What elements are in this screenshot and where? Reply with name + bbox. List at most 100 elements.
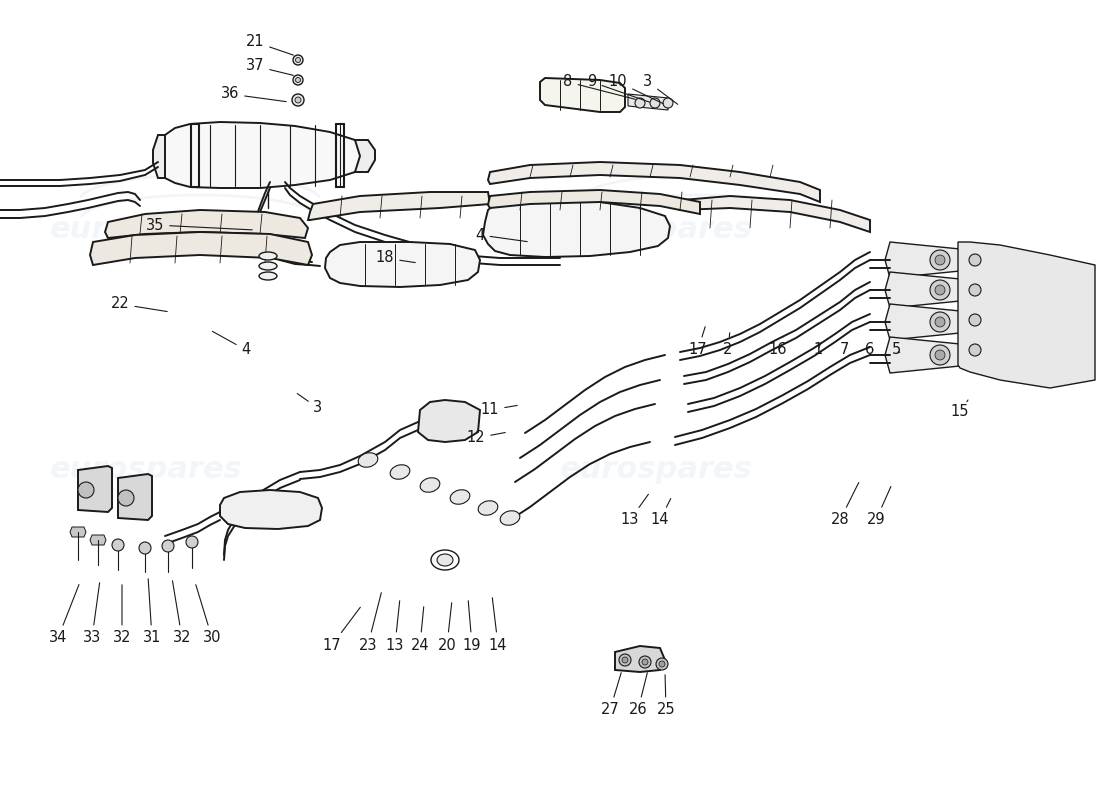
Circle shape <box>659 661 666 667</box>
Text: 9: 9 <box>587 74 649 102</box>
Text: 31: 31 <box>143 578 162 646</box>
Text: 4: 4 <box>212 331 251 358</box>
Polygon shape <box>90 232 312 265</box>
Polygon shape <box>615 646 666 672</box>
Text: 11: 11 <box>481 402 517 418</box>
Circle shape <box>642 659 648 665</box>
Text: 14: 14 <box>651 498 671 527</box>
Text: 22: 22 <box>111 297 167 311</box>
Circle shape <box>295 97 301 103</box>
Text: eurospares: eurospares <box>50 215 243 245</box>
Text: 14: 14 <box>488 598 507 653</box>
Text: 5: 5 <box>891 342 901 358</box>
Polygon shape <box>355 140 375 172</box>
Circle shape <box>293 55 303 65</box>
Ellipse shape <box>390 465 410 479</box>
Text: 26: 26 <box>629 673 647 718</box>
Polygon shape <box>886 242 970 278</box>
Text: 13: 13 <box>386 601 404 653</box>
Circle shape <box>650 98 660 108</box>
Polygon shape <box>90 535 106 545</box>
Circle shape <box>635 98 645 108</box>
Ellipse shape <box>258 262 277 270</box>
Ellipse shape <box>258 252 277 260</box>
Polygon shape <box>958 242 1094 388</box>
Text: 27: 27 <box>601 673 621 718</box>
Text: 36: 36 <box>221 86 286 102</box>
Circle shape <box>969 254 981 266</box>
Polygon shape <box>104 210 308 238</box>
Text: 2: 2 <box>724 333 733 358</box>
Text: 35: 35 <box>146 218 252 233</box>
Text: 28: 28 <box>830 482 859 527</box>
Polygon shape <box>886 337 970 373</box>
Text: 3: 3 <box>644 74 678 104</box>
Text: eurospares: eurospares <box>50 455 243 485</box>
Text: 3: 3 <box>297 394 322 415</box>
Circle shape <box>935 285 945 295</box>
Text: 25: 25 <box>657 674 675 718</box>
Circle shape <box>935 350 945 360</box>
Text: 17: 17 <box>689 326 707 358</box>
Polygon shape <box>488 162 820 202</box>
Circle shape <box>78 482 94 498</box>
Text: 33: 33 <box>82 582 101 646</box>
Ellipse shape <box>420 478 440 492</box>
Polygon shape <box>118 474 152 520</box>
Polygon shape <box>220 490 322 529</box>
Polygon shape <box>418 400 480 442</box>
Text: 30: 30 <box>196 585 221 646</box>
Text: 29: 29 <box>867 486 891 527</box>
Text: 15: 15 <box>950 400 969 419</box>
Polygon shape <box>886 272 970 308</box>
Text: 20: 20 <box>438 602 456 653</box>
Text: 1: 1 <box>813 342 823 358</box>
Circle shape <box>656 658 668 670</box>
Text: 6: 6 <box>866 342 874 358</box>
Circle shape <box>186 536 198 548</box>
Circle shape <box>112 539 124 551</box>
Polygon shape <box>488 190 700 214</box>
Ellipse shape <box>431 550 459 570</box>
Text: 32: 32 <box>173 581 191 646</box>
Circle shape <box>639 656 651 668</box>
Circle shape <box>619 654 631 666</box>
Polygon shape <box>483 200 670 257</box>
Polygon shape <box>628 94 668 110</box>
Ellipse shape <box>478 501 498 515</box>
Text: 12: 12 <box>466 430 505 446</box>
Text: 4: 4 <box>475 227 527 242</box>
Text: eurospares: eurospares <box>560 215 752 245</box>
Polygon shape <box>540 78 625 112</box>
Text: 7: 7 <box>839 342 849 358</box>
Polygon shape <box>258 220 278 240</box>
Polygon shape <box>70 527 86 537</box>
Text: 19: 19 <box>463 601 482 653</box>
Circle shape <box>139 542 151 554</box>
Circle shape <box>118 490 134 506</box>
Polygon shape <box>680 196 870 232</box>
Ellipse shape <box>500 510 520 526</box>
Ellipse shape <box>359 453 377 467</box>
Circle shape <box>621 657 628 663</box>
Ellipse shape <box>437 554 453 566</box>
Circle shape <box>296 78 300 82</box>
Circle shape <box>296 58 300 62</box>
Text: 18: 18 <box>376 250 416 266</box>
Polygon shape <box>324 242 480 287</box>
Circle shape <box>935 317 945 327</box>
Text: 16: 16 <box>769 337 788 358</box>
Text: 13: 13 <box>620 494 648 527</box>
Polygon shape <box>886 304 970 340</box>
Text: 32: 32 <box>112 585 131 646</box>
Text: eurospares: eurospares <box>560 455 752 485</box>
Circle shape <box>969 314 981 326</box>
Circle shape <box>930 280 950 300</box>
Circle shape <box>930 250 950 270</box>
Circle shape <box>293 75 303 85</box>
Ellipse shape <box>258 272 277 280</box>
Circle shape <box>162 540 174 552</box>
Circle shape <box>930 345 950 365</box>
Circle shape <box>935 255 945 265</box>
Text: 17: 17 <box>322 607 361 653</box>
